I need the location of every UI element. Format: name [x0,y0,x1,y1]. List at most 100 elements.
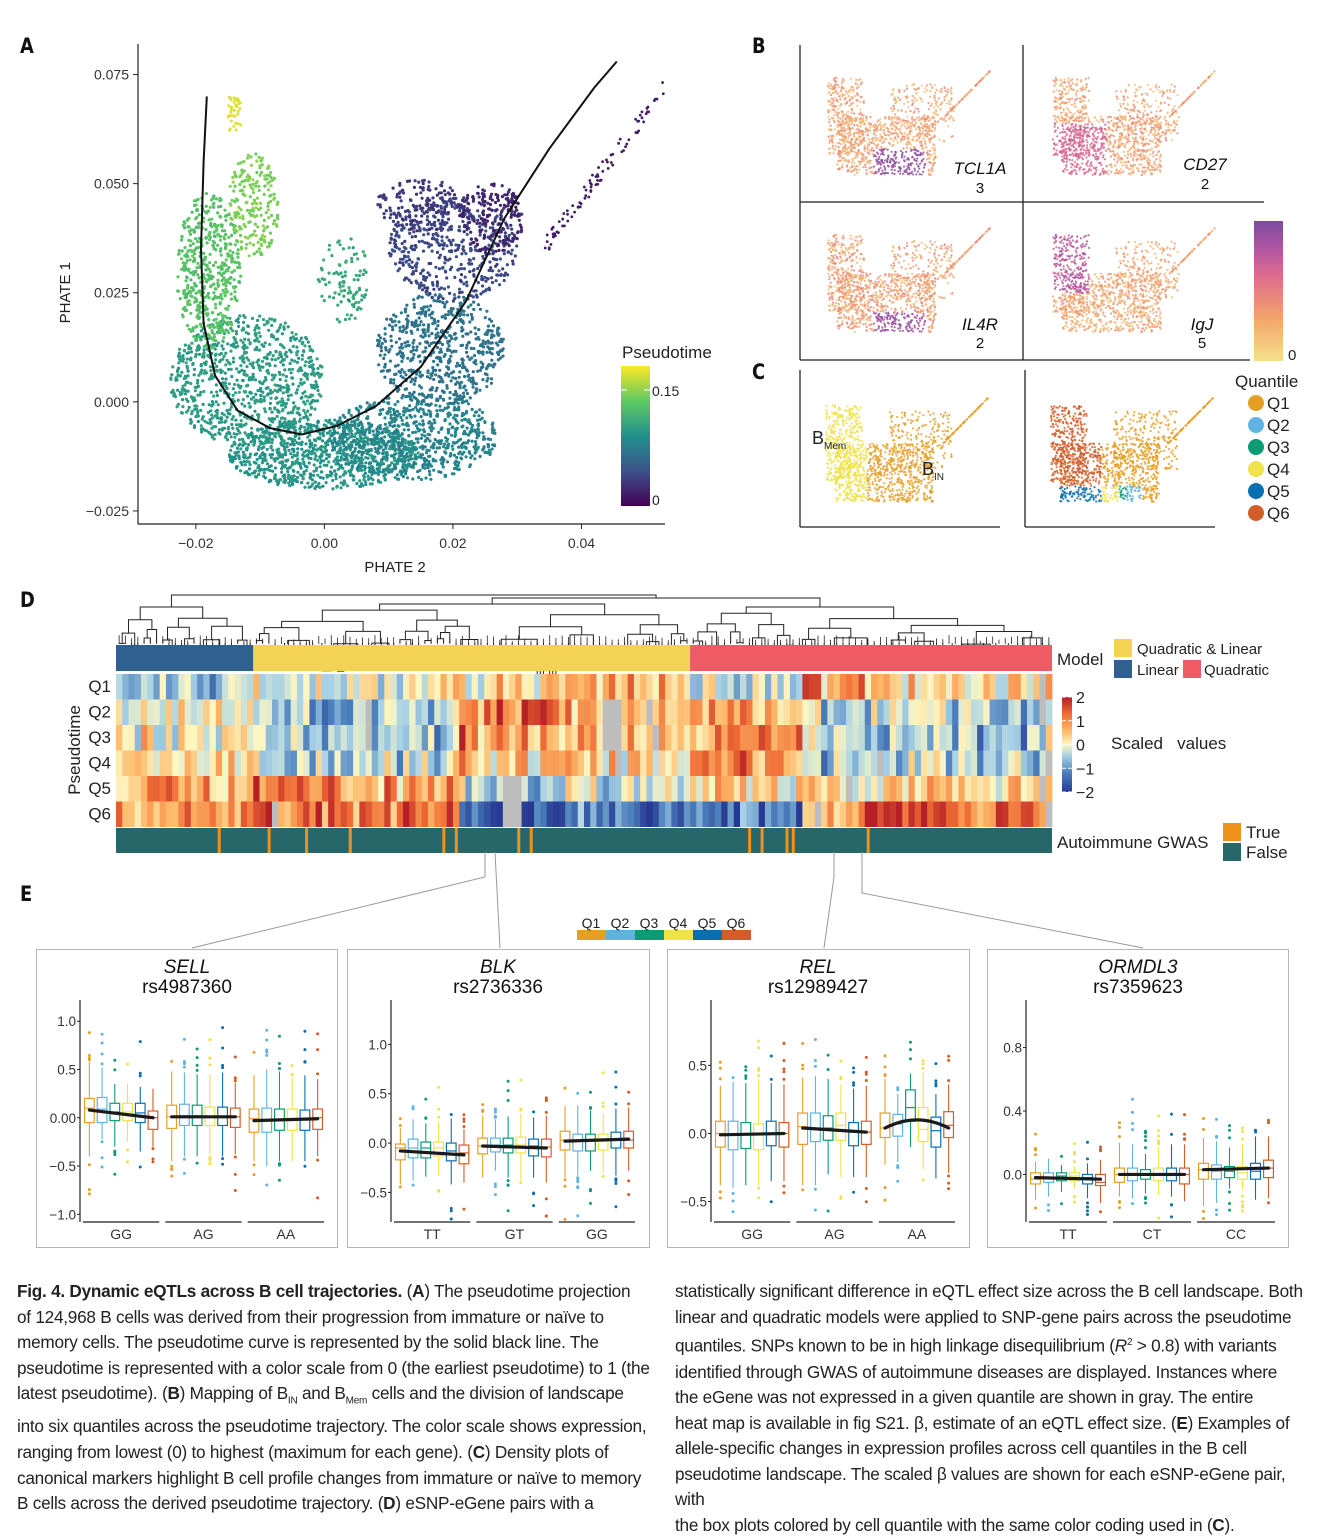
box-tt-q4 [1070,1142,1080,1203]
trend-line [254,1119,318,1121]
heatmap-cell [260,751,267,777]
box-ag-q6 [230,1056,240,1192]
heatmap-cell [1046,674,1053,700]
box-gt-q2 [491,1108,501,1197]
heatmap-cell [634,674,641,700]
heatmap-cell [540,751,547,777]
colorbar-label-min: 0 [652,492,660,508]
quantile-swatch-q5 [1248,483,1264,499]
caption-line: linear and quadratic models were applied… [675,1305,1315,1331]
caption-line: into six quantiles across the pseudotime… [17,1414,657,1440]
heatmap-cell [153,700,160,726]
outlier-point [234,1156,237,1159]
outlier-point [782,1059,785,1062]
outlier-point [234,1189,237,1192]
heatmap-cell [728,776,735,802]
heatmap-cell [709,674,716,700]
dendrogram-branch [441,633,450,644]
outlier-point [757,1039,760,1042]
heatmap-cell [191,776,198,802]
heatmap-cell [434,725,441,751]
outlier-point [909,1048,912,1051]
outlier-point [947,1187,950,1190]
heatmap-cell [603,725,610,751]
heatmap-cell [740,802,747,828]
heatmap-cell [684,725,691,751]
quantile-swatch-q3 [1248,439,1264,455]
heatmap-cell [284,700,291,726]
outlier-point [934,1084,937,1087]
heatmap-cell [328,802,335,828]
heatmap-cell [890,700,897,726]
outlier-point [196,1064,199,1067]
heatmap-cell [316,802,323,828]
heatmap-cell [185,674,192,700]
heatmap-cell [203,674,210,700]
heatmap-cell [802,802,809,828]
heatmap-cell [615,725,622,751]
heatmap-cell [852,776,859,802]
heatmap-cell [453,802,460,828]
quantile-swatch-q2 [606,930,635,940]
heatmap-cell [684,700,691,726]
box-ct-q3 [1141,1130,1151,1205]
heatmap-cell [852,725,859,751]
heatmap-cell [703,751,710,777]
heatmap-cell [940,751,947,777]
heatmap-cell [416,700,423,726]
heatmap-cell [509,802,516,828]
heatmap-cell [752,725,759,751]
outlier-point [1073,1142,1076,1145]
outlier-point [732,1192,735,1195]
box-ag-q3 [823,1054,833,1213]
outlier-point [1157,1115,1160,1118]
box-aa-q5 [300,1030,310,1168]
outlier-point [564,1178,567,1181]
heatmap-cell [634,700,641,726]
heatmap-cell [996,776,1003,802]
outlier-point [139,1072,142,1075]
outlier-point [170,1060,173,1063]
heatmap-cell [191,725,198,751]
heatmap-cell [802,725,809,751]
outlier-point [814,1059,817,1062]
heatmap-cell [572,751,579,777]
heatmap-cell [166,700,173,726]
heatmap-cell [128,776,135,802]
outlier-point [576,1178,579,1181]
outlier-point [814,1209,817,1212]
heatmap-cell [153,776,160,802]
heatmap-cell [334,776,341,802]
heatmap-cell [272,674,279,700]
box-aa-q1 [249,1051,259,1176]
heatmap-cell [859,700,866,726]
outlier-point [424,1098,427,1101]
heatmap-cell [428,802,435,828]
heatmap-cell [228,802,235,828]
heatmap-cell [709,751,716,777]
heatmap-cell [534,776,541,802]
heatmap-cell [715,700,722,726]
heatmap-cell [478,802,485,828]
heatmap-cell [484,700,491,726]
gene-max: 5 [1198,335,1206,352]
heatmap-cell [409,700,416,726]
heatmap-cell [646,674,653,700]
heatmap-cell [859,751,866,777]
heatmap-cell [1021,674,1028,700]
heatmap-cell [802,700,809,726]
dendrogram-branch [425,641,431,644]
heatmap-cell [147,802,154,828]
box-ag-q5 [218,1026,228,1166]
heatmap-cell [908,674,915,700]
outlier-point [1215,1213,1218,1216]
heatmap-cell [827,776,834,802]
heatmap-cell [734,802,741,828]
pseudotime-colorbar [621,366,650,506]
heatmap-cell [908,751,915,777]
heatmap-cell [665,751,672,777]
outlier-point [1170,1203,1173,1206]
heatmap-cell [827,751,834,777]
heatmap-cell [459,725,466,751]
box-aa-q4 [287,1064,297,1161]
